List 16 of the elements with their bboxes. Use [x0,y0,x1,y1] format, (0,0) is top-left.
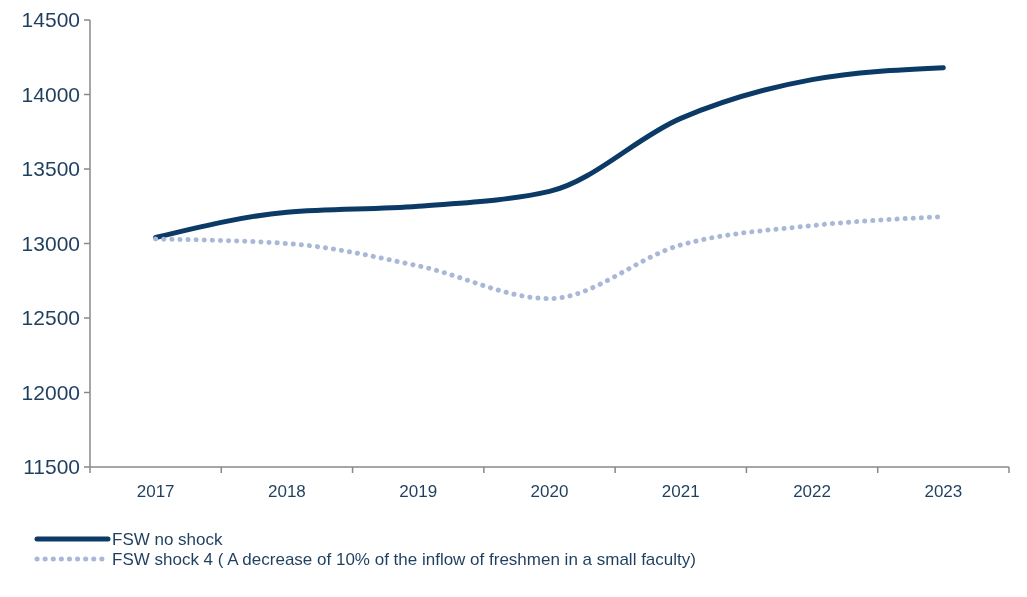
x-tick-label: 2022 [793,482,831,501]
y-tick-label: 14500 [21,8,80,32]
x-tick-label: 2018 [268,482,306,501]
x-tick-label: 2023 [924,482,963,501]
legend-label: FSW shock 4 ( A decrease of 10% of the inflow of freshmen in a small faculty) [112,549,696,569]
y-tick-label: 14000 [21,82,80,106]
y-tick-label: 12000 [21,380,80,404]
x-tick-label: 2019 [399,482,438,501]
x-tick-label: 2017 [136,482,175,501]
y-tick-label: 13000 [21,231,80,255]
x-tick-label: 2020 [530,482,569,501]
y-tick-label: 11500 [23,455,80,479]
legend-label: FSW no shock [112,529,224,549]
y-tick-label: 13500 [21,157,80,181]
y-tick-label: 12500 [21,306,80,330]
x-tick-label: 2021 [661,482,700,501]
